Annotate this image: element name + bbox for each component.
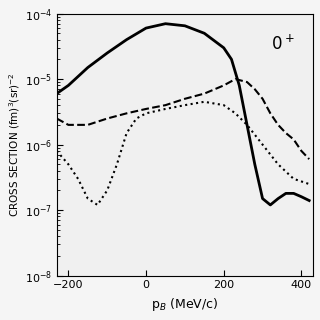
Y-axis label: CROSS SECTION (fm)$^3$(sr)$^{-2}$: CROSS SECTION (fm)$^3$(sr)$^{-2}$ <box>7 72 22 217</box>
Text: 0$^+$: 0$^+$ <box>270 35 294 54</box>
X-axis label: p$_B$ (MeV/c): p$_B$ (MeV/c) <box>151 296 219 313</box>
